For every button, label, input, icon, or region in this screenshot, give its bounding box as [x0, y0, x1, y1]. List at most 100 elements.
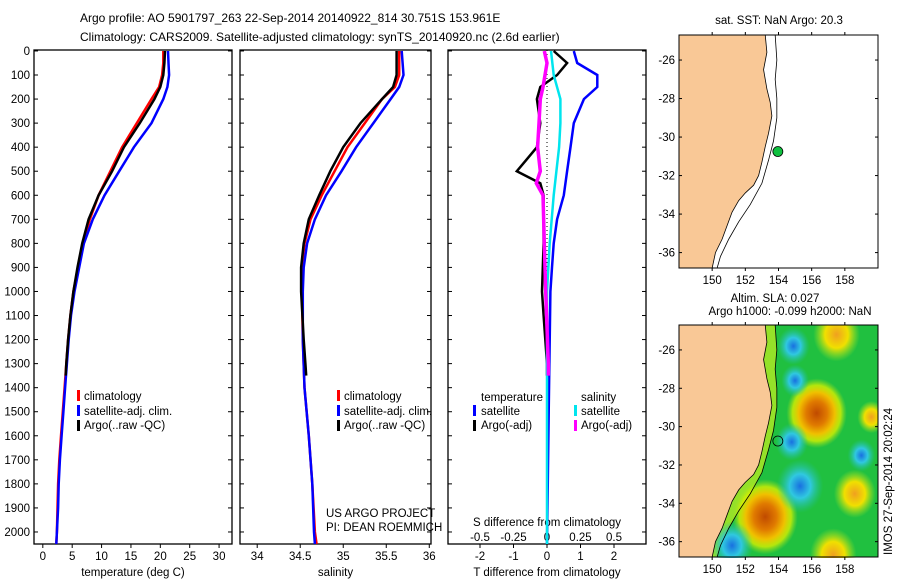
x-tick-label: 35	[337, 551, 350, 563]
x-tick-label: 10	[95, 551, 108, 563]
legend-label: Argo(..raw -QC)	[84, 420, 165, 432]
sla-anomaly-mid	[810, 528, 857, 558]
y-tick-label: 1200	[4, 335, 30, 347]
x-tick-label: 5	[69, 551, 75, 563]
x-axis-label: salinity	[318, 567, 353, 579]
y-tick-label: 1900	[4, 503, 30, 515]
x-tick-label: -2	[475, 551, 485, 563]
lon-tick-label: 156	[802, 564, 821, 576]
legend-swatch-climatology	[337, 390, 340, 401]
y-tick-label: 0	[24, 46, 30, 58]
lat-tick-label: -28	[658, 383, 675, 395]
lat-tick-label: -32	[658, 460, 675, 472]
y-tick-label: 2000	[4, 527, 30, 539]
legend-label: climatology	[344, 391, 402, 403]
y-tick-label: 600	[11, 190, 30, 202]
s-tick-label: 0.25	[569, 532, 591, 544]
sla-map: -26 -28 -30 -32 -34 -36 150 152 154 156 158	[658, 322, 879, 576]
satellite-adj-line	[301, 50, 405, 545]
legend-label: Argo(-adj)	[481, 420, 532, 432]
australia-land	[679, 35, 773, 268]
legend-swatch-t-argo	[473, 420, 476, 431]
s-tick-label: -0.5	[470, 532, 490, 544]
y-tick-label: 1300	[4, 359, 30, 371]
y-tick-label: 800	[11, 238, 30, 250]
x-axis-label: T difference from climatology	[473, 567, 620, 579]
legend-swatch-satellite	[337, 405, 340, 416]
lat-tick-label: -36	[658, 537, 675, 549]
y-tick-label: 100	[11, 70, 30, 82]
legend-header-temperature: temperature	[481, 392, 543, 404]
profile-panels: 0100200300400500600700800900100011001200…	[4, 46, 647, 579]
x-tick-label: 2	[611, 551, 617, 563]
lat-tick-label: -34	[658, 209, 675, 221]
lat-tick-label: -36	[658, 248, 675, 260]
map-content	[679, 325, 878, 558]
y-tick-label: 200	[11, 94, 30, 106]
s-satellite-diff-line	[545, 50, 562, 544]
lon-tick-label: 150	[703, 564, 722, 576]
sla-anomaly-mid	[833, 469, 876, 518]
legend-swatch-s-satellite	[574, 405, 577, 416]
t-satellite-diff-line	[545, 50, 599, 545]
bathymetry-contour	[716, 325, 778, 558]
y-tick-label: 500	[11, 166, 30, 178]
x-tick-label: -1	[508, 551, 518, 563]
y-tick-label: 1100	[5, 311, 30, 323]
lat-tick-label: -34	[658, 498, 675, 510]
s-argo-diff-line	[534, 50, 551, 376]
y-tick-label: 1000	[4, 286, 30, 298]
plot-frame	[33, 49, 233, 545]
x-tick-label: 20	[154, 551, 167, 563]
legend-swatch-argo	[337, 420, 340, 431]
x-tick-label: 0	[40, 551, 46, 563]
y-tick-label: 1800	[4, 479, 30, 491]
lat-tick-label: -26	[658, 55, 675, 67]
lon-tick-label: 158	[835, 564, 854, 576]
sst-map-title: sat. SST: NaN Argo: 20.3	[715, 15, 843, 27]
title-line-1: Argo profile: AO 5901797_263 22-Sep-2014…	[80, 11, 500, 25]
y-tick-label: 700	[11, 214, 30, 226]
pi-annotation: PI: DEAN ROEMMICH	[326, 522, 442, 534]
legend-swatch-t-satellite	[473, 405, 476, 416]
y-tick-label: 1600	[4, 431, 30, 443]
lat-tick-label: -32	[658, 171, 675, 183]
argo-float-marker	[772, 435, 784, 447]
x-tick-label: 15	[125, 551, 138, 563]
lon-tick-label: 154	[769, 564, 789, 576]
coastal-anomaly	[712, 325, 777, 557]
s-tick-label: 0.5	[606, 532, 622, 544]
s-tick-label: -0.25	[500, 532, 526, 544]
lat-tick-label: -28	[658, 94, 675, 106]
sla-anomaly-low	[711, 521, 753, 558]
lon-tick-label: 156	[802, 275, 821, 287]
legend-label: satellite	[481, 406, 520, 418]
sla-anomaly-low	[775, 423, 809, 461]
argo-float-marker	[772, 146, 784, 157]
imos-timestamp: IMOS 27-Sep-2014 20:02:24	[883, 407, 895, 555]
x-tick-label: 30	[213, 551, 226, 563]
lon-tick-label: 152	[736, 564, 755, 576]
t-argo-diff-line	[514, 50, 569, 376]
legend-label: satellite-adj. clim.	[84, 406, 172, 418]
x-tick-label: 35.5	[375, 551, 397, 563]
sla-map-title: Altim. SLA: 0.027	[731, 293, 820, 305]
lon-tick-label: 150	[703, 275, 722, 287]
sla-anomaly-low	[847, 439, 876, 472]
legend-label: satellite	[581, 406, 620, 418]
argo-line	[64, 50, 167, 376]
legend-swatch-satellite	[77, 405, 80, 416]
y-tick-label: 900	[11, 262, 30, 274]
sla-anomaly-low	[781, 364, 810, 397]
x-tick-label: 25	[183, 551, 196, 563]
x-tick-label: 36	[423, 551, 436, 563]
legend-label: Argo(..raw -QC)	[344, 420, 425, 432]
y-tick-label: 1500	[4, 407, 30, 419]
map-content	[679, 35, 878, 268]
x-tick-label: 0	[544, 551, 550, 563]
lat-tick-label: -30	[658, 132, 675, 144]
project-annotation: US ARGO PROJECT	[326, 508, 435, 520]
sla-anomaly-low	[777, 327, 810, 365]
y-tick-label: 300	[11, 118, 30, 130]
